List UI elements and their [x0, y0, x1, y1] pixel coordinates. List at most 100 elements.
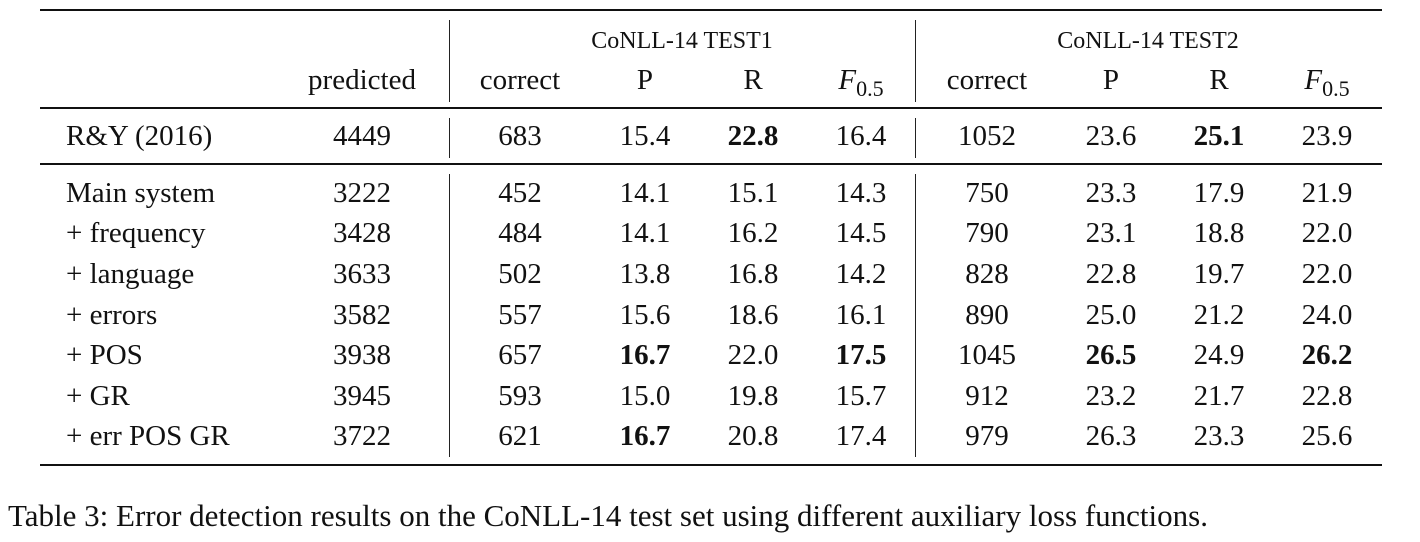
table-cell: 15.4 — [619, 120, 671, 152]
table-cell: 15.6 — [619, 299, 671, 331]
table-cell: 16.8 — [727, 258, 779, 290]
table-cell: 22.0 — [727, 339, 779, 371]
table-cell: 657 — [498, 339, 542, 371]
table-cell: 621 — [498, 420, 542, 452]
header-rule — [40, 107, 1382, 109]
group-header-test2: CoNLL-14 TEST2 — [1057, 28, 1239, 54]
baseline-rule — [40, 163, 1382, 165]
table-cell: 17.9 — [1193, 177, 1245, 209]
table-cell: 979 — [965, 420, 1009, 452]
table-cell: 23.3 — [1085, 177, 1137, 209]
table-row-label: + GR — [66, 380, 130, 412]
table-cell: 22.8 — [1085, 258, 1137, 290]
table-cell: 3945 — [333, 380, 391, 412]
table-row-label: + errors — [66, 299, 158, 331]
table-cell: 24.9 — [1193, 339, 1245, 371]
table-row-label: Main system — [66, 177, 216, 209]
table-cell: 15.1 — [727, 177, 779, 209]
table-cell: 26.5 — [1085, 339, 1137, 371]
vertical-separator — [449, 118, 450, 158]
header-test1-correct: correct — [479, 64, 561, 96]
table-cell: 452 — [498, 177, 542, 209]
table-cell: 16.4 — [835, 120, 887, 152]
f-symbol: F — [838, 64, 857, 96]
table-cell: 593 — [498, 380, 542, 412]
f-subscript: 0.5 — [1322, 76, 1350, 101]
bottom-rule — [40, 464, 1382, 466]
table-cell: 1045 — [958, 339, 1016, 371]
table-cell: 21.7 — [1193, 380, 1245, 412]
table-row-label: + frequency — [66, 217, 206, 249]
header-test2-p: P — [1102, 64, 1120, 96]
table-row-label: + POS — [66, 339, 143, 371]
table-row-label: + err POS GR — [66, 420, 230, 452]
f-subscript: 0.5 — [856, 76, 884, 101]
table-cell: 25.1 — [1193, 120, 1245, 152]
table-cell: 21.9 — [1301, 177, 1353, 209]
baseline-row-label: R&Y (2016) — [66, 120, 213, 152]
header-test1-f05: F0.5 — [838, 63, 884, 101]
table-cell: 15.0 — [619, 380, 671, 412]
table-cell: 790 — [965, 217, 1009, 249]
table-cell: 912 — [965, 380, 1009, 412]
table-cell: 25.6 — [1301, 420, 1353, 452]
table-cell: 22.0 — [1301, 258, 1353, 290]
table-cell: 26.3 — [1085, 420, 1137, 452]
vertical-separator — [915, 118, 916, 158]
table-cell: 23.1 — [1085, 217, 1137, 249]
table-cell: 22.8 — [1301, 380, 1353, 412]
table-cell: 26.2 — [1301, 339, 1353, 371]
table-cell: 3222 — [333, 177, 391, 209]
vertical-separator — [915, 174, 916, 457]
table-cell: 683 — [498, 120, 542, 152]
table-cell: 18.8 — [1193, 217, 1245, 249]
table-cell: 13.8 — [619, 258, 671, 290]
table-cell: 24.0 — [1301, 299, 1353, 331]
table-cell: 502 — [498, 258, 542, 290]
f-symbol: F — [1304, 64, 1323, 96]
table-cell: 14.1 — [619, 217, 671, 249]
table-cell: 23.3 — [1193, 420, 1245, 452]
table-cell: 17.4 — [835, 420, 887, 452]
table-cell: 1052 — [958, 120, 1016, 152]
table-cell: 16.1 — [835, 299, 887, 331]
table-cell: 16.7 — [619, 339, 671, 371]
table-cell: 15.7 — [835, 380, 887, 412]
table-cell: 3582 — [333, 299, 391, 331]
table-cell: 14.1 — [619, 177, 671, 209]
header-test1-p: P — [636, 64, 654, 96]
vertical-separator — [449, 20, 450, 102]
table-cell: 23.9 — [1301, 120, 1353, 152]
table-row-label: + language — [66, 258, 195, 290]
table-cell: 23.6 — [1085, 120, 1137, 152]
table-cell: 25.0 — [1085, 299, 1137, 331]
table-cell: 19.7 — [1193, 258, 1245, 290]
header-test2-correct: correct — [946, 64, 1028, 96]
table-cell: 17.5 — [835, 339, 887, 371]
table-cell: 484 — [498, 217, 542, 249]
vertical-separator — [449, 174, 450, 457]
header-test2-r: R — [1209, 64, 1229, 96]
header-test1-r: R — [743, 64, 763, 96]
table-cell: 22.0 — [1301, 217, 1353, 249]
table-cell: 3428 — [333, 217, 391, 249]
table-cell: 4449 — [333, 120, 391, 152]
top-rule — [40, 9, 1382, 11]
table-cell: 18.6 — [727, 299, 779, 331]
table-cell: 828 — [965, 258, 1009, 290]
table-cell: 750 — [965, 177, 1009, 209]
table-cell: 3633 — [333, 258, 391, 290]
table-cell: 890 — [965, 299, 1009, 331]
table-cell: 21.2 — [1193, 299, 1245, 331]
table-cell: 3938 — [333, 339, 391, 371]
table-caption: Table 3: Error detection results on the … — [8, 498, 1208, 533]
table-cell: 16.2 — [727, 217, 779, 249]
table-cell: 22.8 — [727, 120, 779, 152]
table-cell: 14.3 — [835, 177, 887, 209]
header-predicted: predicted — [308, 64, 416, 96]
table-cell: 557 — [498, 299, 542, 331]
table-cell: 19.8 — [727, 380, 779, 412]
header-test2-f05: F0.5 — [1304, 63, 1350, 101]
table-cell: 14.2 — [835, 258, 887, 290]
table-cell: 14.5 — [835, 217, 887, 249]
